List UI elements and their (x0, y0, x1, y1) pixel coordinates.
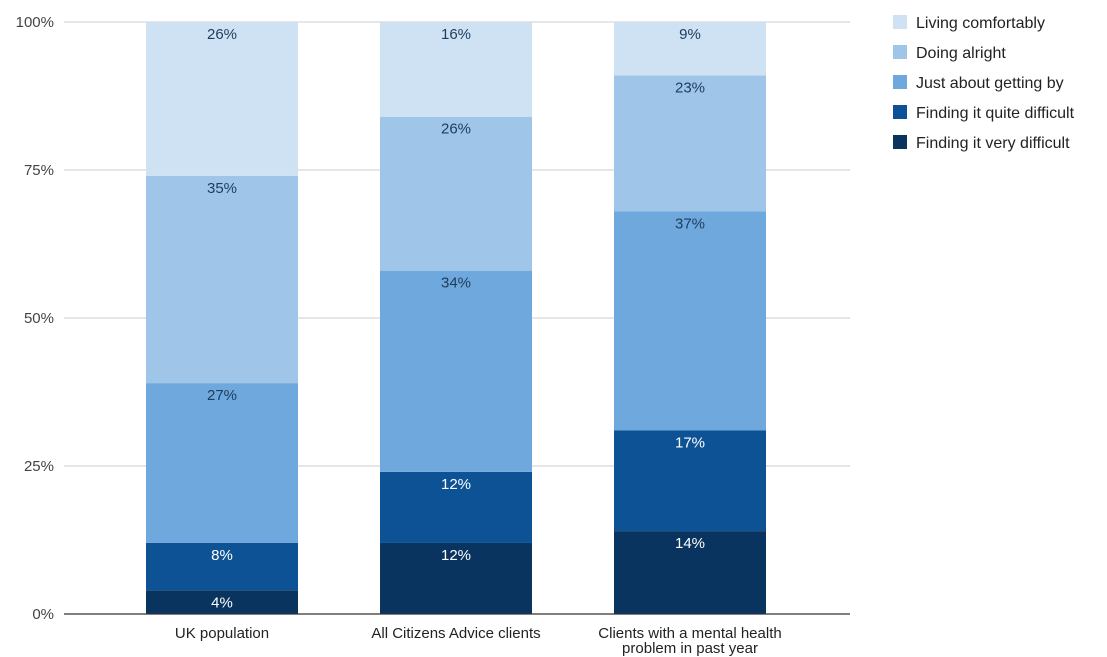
data-label: 12% (441, 476, 471, 493)
bar-segment (146, 22, 298, 176)
data-label: 17% (675, 434, 705, 451)
bar-segment (614, 531, 766, 614)
bar-segment (146, 542, 298, 591)
bars (146, 22, 766, 614)
y-tick-label: 0% (32, 606, 54, 623)
y-tick-label: 75% (24, 162, 54, 179)
bar-segment (614, 22, 766, 76)
legend-entry: Finding it very difficult (916, 135, 1070, 152)
y-tick-label: 25% (24, 458, 54, 475)
bar-segment (614, 430, 766, 532)
bar-segment (380, 542, 532, 614)
legend-entry: Finding it quite difficult (916, 105, 1075, 122)
data-label: 12% (441, 547, 471, 564)
bar-segment (380, 116, 532, 271)
category-label: All Citizens Advice clients (371, 625, 540, 642)
legend-entry: Living comfortably (916, 15, 1045, 32)
category-label: Clients with a mental health (598, 625, 781, 642)
legend-entry: Doing alright (916, 45, 1006, 62)
bar-segment (380, 471, 532, 543)
bar-segment (146, 383, 298, 543)
data-labels: 4% 8% 27% 35% 26% 12% 12% 34% 26% 16% 14% 17% 37% 23%… (207, 26, 705, 611)
bar-segment (146, 590, 298, 614)
legend-entry: Just about getting by (916, 75, 1064, 92)
axes: 0% 25% 50% 75% 100% UK population All Citizens… (16, 14, 850, 657)
data-label: 14% (675, 535, 705, 552)
legend-swatch (893, 45, 907, 59)
data-label: 34% (441, 275, 471, 292)
data-label: 23% (675, 79, 705, 96)
category-label: problem in past year (622, 640, 758, 657)
category-label: UK population (175, 625, 269, 642)
legend-swatch (893, 105, 907, 119)
legend: Living comfortably Doing alright Just abou… (893, 15, 1075, 152)
bar-segment (380, 22, 532, 117)
data-label: 26% (441, 121, 471, 138)
bar-segment (146, 175, 298, 384)
legend-swatch (893, 15, 907, 29)
bar-segment (614, 75, 766, 212)
bar-segment (614, 211, 766, 431)
legend-swatch (893, 75, 907, 89)
y-tick-label: 50% (24, 310, 54, 327)
data-label: 4% (211, 594, 233, 611)
data-label: 26% (207, 26, 237, 43)
data-label: 27% (207, 387, 237, 404)
data-label: 8% (211, 547, 233, 564)
y-tick-label: 100% (16, 14, 54, 31)
data-label: 9% (679, 26, 701, 43)
bar-segment (380, 270, 532, 472)
legend-swatch (893, 135, 907, 149)
data-label: 37% (675, 215, 705, 232)
data-label: 35% (207, 180, 237, 197)
data-label: 16% (441, 26, 471, 43)
